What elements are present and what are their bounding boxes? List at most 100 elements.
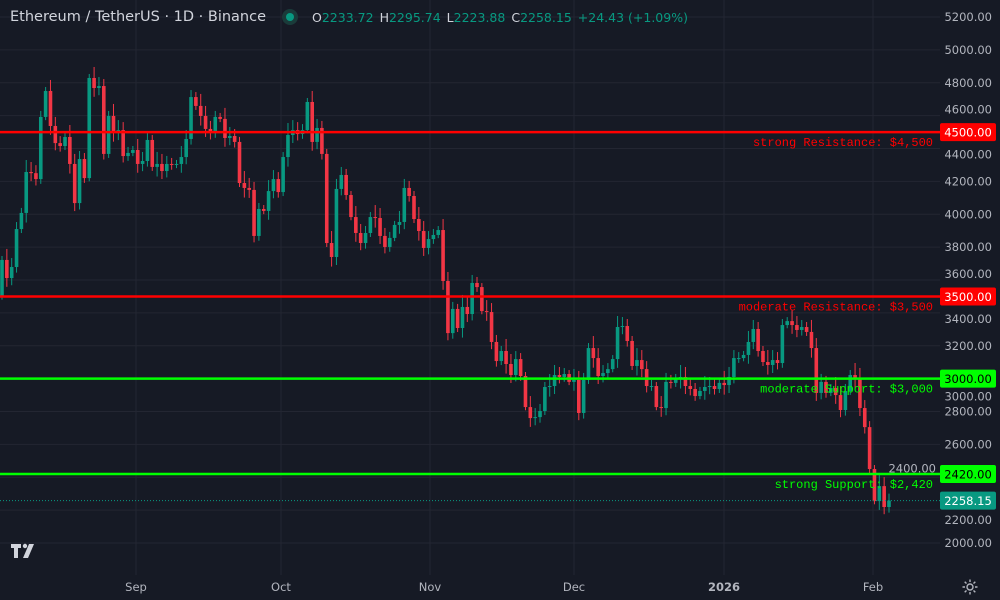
candle[interactable] xyxy=(659,396,663,417)
candle[interactable] xyxy=(354,206,358,242)
candle[interactable] xyxy=(169,157,174,170)
symbol-title[interactable]: Ethereum / TetherUS · 1D · Binance xyxy=(10,9,267,25)
candle[interactable] xyxy=(465,296,470,323)
candle[interactable] xyxy=(799,320,804,336)
candle[interactable] xyxy=(378,208,382,244)
candle[interactable] xyxy=(693,382,697,401)
candle[interactable] xyxy=(228,127,232,146)
candle[interactable] xyxy=(9,258,14,286)
candle[interactable] xyxy=(770,350,775,373)
candle[interactable] xyxy=(164,155,169,178)
candle[interactable] xyxy=(882,477,886,515)
candle[interactable] xyxy=(126,146,130,161)
candle[interactable] xyxy=(407,180,411,202)
candle[interactable] xyxy=(358,223,363,251)
candle[interactable] xyxy=(344,168,348,200)
candle[interactable] xyxy=(276,172,281,198)
candle[interactable] xyxy=(426,231,431,255)
candle[interactable] xyxy=(315,118,319,150)
candle[interactable] xyxy=(513,351,518,382)
candle[interactable] xyxy=(218,112,222,123)
candle[interactable] xyxy=(848,370,853,395)
candle[interactable] xyxy=(814,338,819,401)
candle[interactable] xyxy=(281,152,285,197)
candle[interactable] xyxy=(756,321,760,357)
candle[interactable] xyxy=(24,160,29,223)
candle[interactable] xyxy=(649,380,654,391)
candle[interactable] xyxy=(620,317,625,335)
candle[interactable] xyxy=(504,339,508,374)
candle[interactable] xyxy=(470,274,474,321)
candle[interactable] xyxy=(417,207,421,241)
candle[interactable] xyxy=(257,202,261,241)
candle[interactable] xyxy=(533,408,537,426)
candle[interactable] xyxy=(92,66,96,97)
candle[interactable] xyxy=(38,110,43,184)
candle[interactable] xyxy=(460,294,465,338)
candle[interactable] xyxy=(480,283,484,315)
candle[interactable] xyxy=(669,374,673,389)
candle[interactable] xyxy=(266,180,271,220)
candle[interactable] xyxy=(329,231,334,267)
candle[interactable] xyxy=(111,103,116,142)
candle[interactable] xyxy=(862,400,867,434)
candle[interactable] xyxy=(145,132,150,167)
candle[interactable] xyxy=(722,370,727,395)
candle[interactable] xyxy=(63,131,67,151)
candle[interactable] xyxy=(640,350,644,378)
candle[interactable] xyxy=(106,110,111,158)
candle[interactable] xyxy=(194,92,198,110)
candle[interactable] xyxy=(610,355,615,373)
candle[interactable] xyxy=(591,336,596,368)
candle[interactable] xyxy=(339,166,344,196)
candle[interactable] xyxy=(586,343,591,384)
candle[interactable] xyxy=(707,377,712,395)
gear-icon[interactable] xyxy=(961,578,979,596)
candle[interactable] xyxy=(698,386,702,400)
candle[interactable] xyxy=(320,120,324,160)
candle[interactable] xyxy=(630,335,634,370)
candle[interactable] xyxy=(131,145,135,157)
candle[interactable] xyxy=(135,138,140,173)
candle[interactable] xyxy=(625,319,630,347)
candle[interactable] xyxy=(736,352,741,363)
candle[interactable] xyxy=(223,107,227,147)
candle[interactable] xyxy=(72,153,77,212)
candle[interactable] xyxy=(804,322,809,336)
candle[interactable] xyxy=(853,363,857,388)
candle[interactable] xyxy=(673,373,678,387)
candle[interactable] xyxy=(761,346,765,367)
candle[interactable] xyxy=(14,222,19,273)
candle[interactable] xyxy=(53,116,58,151)
candle[interactable] xyxy=(712,379,717,395)
candle[interactable] xyxy=(450,301,455,339)
candle[interactable] xyxy=(261,204,266,215)
candle[interactable] xyxy=(766,350,770,375)
candle[interactable] xyxy=(538,404,542,423)
candle[interactable] xyxy=(484,300,489,321)
candle[interactable] xyxy=(412,191,416,224)
candle[interactable] xyxy=(242,171,247,198)
candle[interactable] xyxy=(746,330,751,364)
tradingview-logo-icon[interactable] xyxy=(10,541,38,561)
candle[interactable] xyxy=(741,350,746,362)
candle[interactable] xyxy=(543,382,547,416)
candle[interactable] xyxy=(0,255,4,300)
candle[interactable] xyxy=(97,77,101,96)
candle[interactable] xyxy=(29,162,33,182)
candle[interactable] xyxy=(446,271,450,341)
candle[interactable] xyxy=(877,475,882,510)
candle[interactable] xyxy=(887,493,891,513)
candle[interactable] xyxy=(19,207,24,234)
candle[interactable] xyxy=(518,353,523,381)
candle[interactable] xyxy=(271,170,276,199)
candle[interactable] xyxy=(654,382,659,411)
candle[interactable] xyxy=(383,227,387,254)
candle[interactable] xyxy=(213,110,218,138)
candle[interactable] xyxy=(174,159,179,169)
candle[interactable] xyxy=(286,123,290,167)
candle[interactable] xyxy=(441,219,445,290)
candle[interactable] xyxy=(368,212,373,237)
candle[interactable] xyxy=(5,248,9,287)
